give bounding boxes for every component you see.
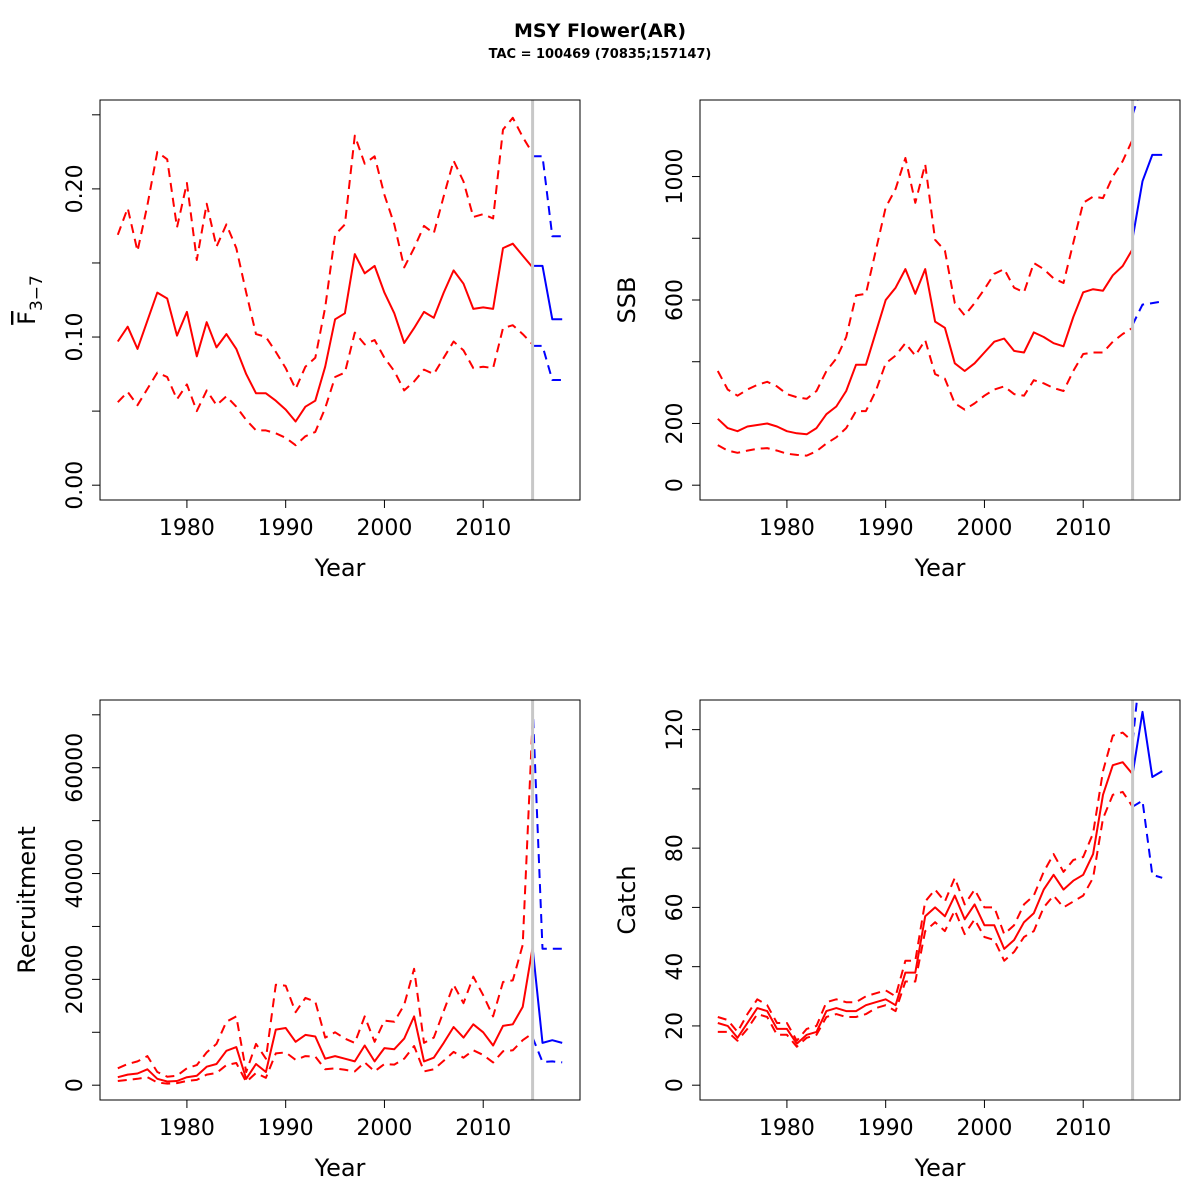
- y-axis-label: Catch: [613, 865, 641, 934]
- x-tick-label: 1980: [759, 516, 815, 541]
- history-dashed-line: [117, 1032, 534, 1085]
- history-solid-line: [116, 242, 534, 423]
- y-tick-label: 60000: [63, 733, 88, 803]
- series-group: [717, 700, 1163, 1048]
- y-tick-label: 20: [663, 1012, 688, 1040]
- y-tick-label: 0.00: [63, 461, 88, 510]
- x-tick-label: 2010: [455, 516, 511, 541]
- y-tick-label: 1000: [663, 149, 688, 205]
- y-tick-label: 0: [663, 1078, 688, 1092]
- chart-fbar: 1980 1990 2000 2010 0.00 0.10 0.20 Year F3−7: [13, 99, 581, 582]
- x-tick-label: 1980: [159, 1116, 215, 1141]
- y-tick-label: 200: [663, 402, 688, 444]
- y-tick-label: 80: [663, 834, 688, 862]
- page-subtitle: TAC = 100469 (70835;157147): [488, 47, 712, 62]
- y-tick-label: 120: [663, 709, 688, 751]
- page-title: MSY Flower(AR): [513, 20, 687, 42]
- y-tick-label: 60: [663, 893, 688, 921]
- series-group: [116, 116, 563, 447]
- chart-catch: 1980 1990 2000 2010 0 20 40 60 80 120 Year Catch: [613, 699, 1181, 1182]
- history-dashed-line: [117, 720, 534, 1078]
- y-tick-label: 0: [663, 478, 688, 492]
- y-axis-label: F3−7: [13, 275, 47, 325]
- forecast-dashed-line: [1131, 100, 1139, 116]
- y-tick-label: 40: [663, 953, 688, 981]
- y-tick-label: 20000: [63, 944, 88, 1014]
- y-tick-label: 0.10: [63, 313, 88, 362]
- y-axis-label-main: SSB: [613, 277, 641, 324]
- y-tick-label: 0: [63, 1078, 88, 1092]
- y-axis-label-main: Recruitment: [13, 826, 41, 973]
- x-axis-label: Year: [914, 1154, 966, 1182]
- forecast-dashed-line: [1132, 799, 1163, 879]
- chart-recruitment: 1980 1990 2000 2010 0 20000 40000 60000 Year Recr…: [13, 699, 581, 1182]
- x-tick-label: 2000: [356, 516, 412, 541]
- history-dashed-line: [116, 116, 534, 390]
- history-dashed-line: [716, 139, 1134, 400]
- y-axis-label-main: F: [13, 311, 41, 325]
- forecast-solid-line: [1131, 153, 1163, 239]
- y-tick-label: 600: [663, 279, 688, 321]
- x-tick-label: 2000: [956, 1116, 1012, 1141]
- forecast-dashed-line: [1131, 700, 1138, 742]
- series-group: [716, 100, 1163, 457]
- forecast-solid-line: [1131, 710, 1163, 778]
- x-axis-label: Year: [314, 1154, 366, 1182]
- forecast-dashed-line: [532, 344, 563, 381]
- x-tick-label: 1980: [759, 1116, 815, 1141]
- y-tick-label: 40000: [63, 839, 88, 909]
- x-tick-label: 1990: [858, 1116, 914, 1141]
- history-solid-line: [717, 248, 1134, 436]
- history-solid-line: [717, 761, 1134, 1045]
- x-tick-label: 2010: [1055, 516, 1111, 541]
- series-group: [117, 704, 563, 1085]
- y-tick-label: 0.20: [63, 164, 88, 213]
- plot-frame: [99, 99, 581, 501]
- chart-ssb: 1980 1990 2000 2010 0 200 600 1000 Year SSB: [613, 99, 1181, 582]
- history-solid-line: [117, 947, 534, 1083]
- x-axis-label: Year: [314, 554, 366, 582]
- y-axis-label: Recruitment: [13, 826, 41, 973]
- x-tick-label: 1990: [258, 1116, 314, 1141]
- x-tick-label: 1990: [258, 516, 314, 541]
- history-dashed-line: [717, 326, 1134, 457]
- plot-frame: [699, 699, 1181, 1101]
- history-dashed-line: [717, 790, 1134, 1048]
- history-dashed-line: [717, 731, 1134, 1042]
- x-tick-label: 2000: [956, 516, 1012, 541]
- x-tick-label: 2010: [455, 1116, 511, 1141]
- y-axis-label-main: Catch: [613, 865, 641, 934]
- x-axis-label: Year: [914, 554, 966, 582]
- forecast-dashed-line: [1131, 300, 1163, 326]
- y-axis-label: SSB: [613, 277, 641, 324]
- forecast-solid-line: [531, 947, 563, 1044]
- forecast-dashed-line: [532, 155, 563, 238]
- forecast-dashed-line: [531, 1037, 563, 1064]
- history-dashed-line: [117, 324, 534, 447]
- forecast-solid-line: [532, 264, 563, 321]
- plot-frame: [699, 99, 1181, 501]
- x-tick-label: 1980: [159, 516, 215, 541]
- x-tick-label: 2000: [356, 1116, 412, 1141]
- y-axis-label-subscript: 3−7: [27, 275, 47, 311]
- x-tick-label: 2010: [1055, 1116, 1111, 1141]
- plot-frame: [99, 699, 581, 1101]
- forecast-dashed-line: [531, 704, 563, 950]
- x-tick-label: 1990: [858, 516, 914, 541]
